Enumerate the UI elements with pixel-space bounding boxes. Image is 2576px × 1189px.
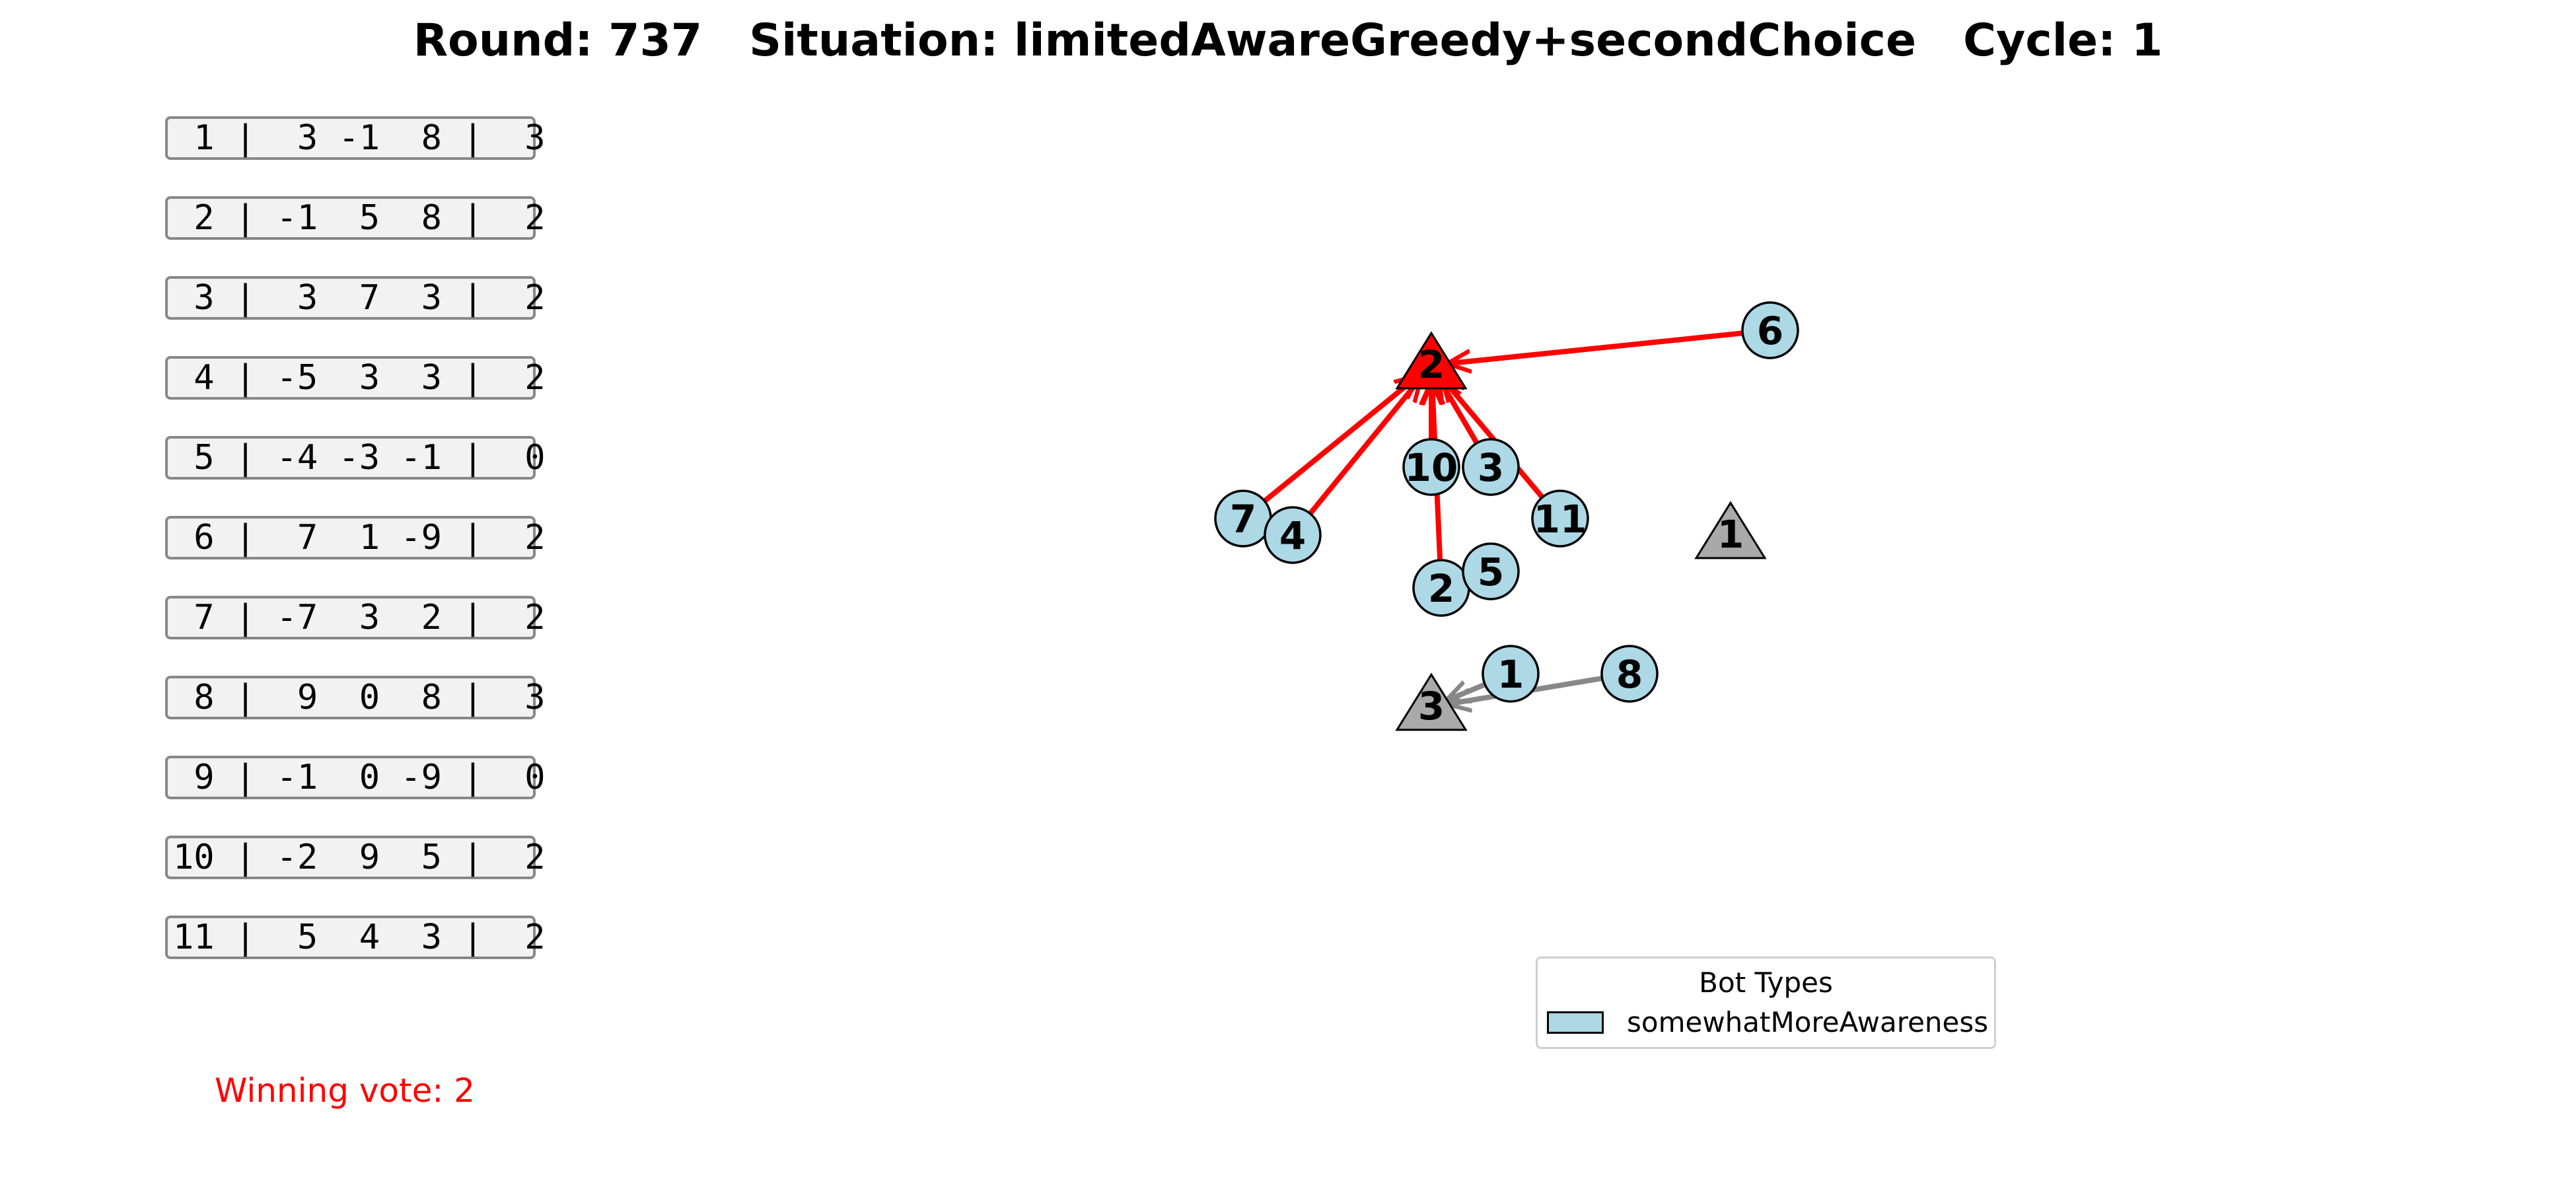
- vote-row: 4 | -5 3 3 | 2: [165, 356, 546, 400]
- vote-row: 9 | -1 0 -9 | 0: [165, 756, 546, 799]
- bot-label-3: 3: [1478, 445, 1504, 490]
- vote-edge-11-to-2: [1441, 377, 1545, 499]
- vote-edge-6-to-2: [1447, 330, 1743, 363]
- bot-node-10: [1402, 438, 1460, 496]
- cycle-label: Cycle: 1: [1963, 15, 2163, 67]
- bot-label-7: 7: [1230, 497, 1256, 542]
- option-label-3: 3: [1418, 684, 1445, 729]
- bot-node-1: [1482, 645, 1540, 703]
- vote-row: 2 | -1 5 8 | 2: [165, 196, 546, 240]
- option-node-1: [1694, 501, 1767, 559]
- bot-node-4: [1264, 506, 1322, 564]
- vote-row: 1 | 3 -1 8 | 3: [165, 116, 546, 160]
- option-label-1: 1: [1717, 512, 1744, 557]
- round-label: Round: 737: [413, 15, 703, 67]
- bot-label-8: 8: [1616, 652, 1643, 697]
- vote-row: 7 | -7 3 2 | 2: [165, 596, 546, 639]
- legend-label: somewhatMoreAwareness: [1627, 1006, 1989, 1038]
- bot-label-2: 2: [1428, 566, 1454, 611]
- situation-label: Situation: limitedAwareGreedy+secondChoi…: [749, 15, 1917, 67]
- bot-label-5: 5: [1478, 550, 1504, 594]
- bot-node-3: [1462, 438, 1520, 496]
- option-node-3: [1395, 672, 1468, 731]
- bot-label-11: 11: [1534, 497, 1587, 542]
- vote-row: 5 | -4 -3 -1 | 0: [165, 436, 546, 480]
- vote-row: 8 | 9 0 8 | 3: [165, 676, 546, 719]
- vote-edge-4-to-2: [1308, 378, 1421, 516]
- chart-title: Round: 737 Situation: limitedAwareGreedy…: [0, 15, 2576, 67]
- bot-node-11: [1531, 489, 1589, 548]
- bot-node-8: [1600, 645, 1659, 703]
- bot-node-6: [1741, 301, 1799, 359]
- bot-label-4: 4: [1279, 513, 1306, 558]
- vote-row: 6 | 7 1 -9 | 2: [165, 516, 546, 559]
- option-label-2: 2: [1418, 342, 1445, 387]
- winning-vote-label: Winning vote: 2: [215, 1071, 475, 1110]
- bot-label-1: 1: [1497, 652, 1524, 697]
- vote-row: 3 | 3 7 3 | 2: [165, 276, 546, 320]
- bot-label-10: 10: [1405, 445, 1458, 490]
- bot-label-6: 6: [1757, 308, 1783, 353]
- legend: Bot Types somewhatMoreAwareness: [1536, 956, 1996, 1049]
- legend-title: Bot Types: [1699, 966, 1833, 999]
- option-node-2: [1395, 331, 1468, 390]
- legend-swatch: [1547, 1011, 1604, 1034]
- vote-row: 11 | 5 4 3 | 2: [165, 916, 546, 959]
- vote-edge-7-to-2: [1263, 375, 1419, 503]
- vote-row: 10 | -2 9 5 | 2: [165, 836, 546, 879]
- bot-node-5: [1462, 542, 1520, 600]
